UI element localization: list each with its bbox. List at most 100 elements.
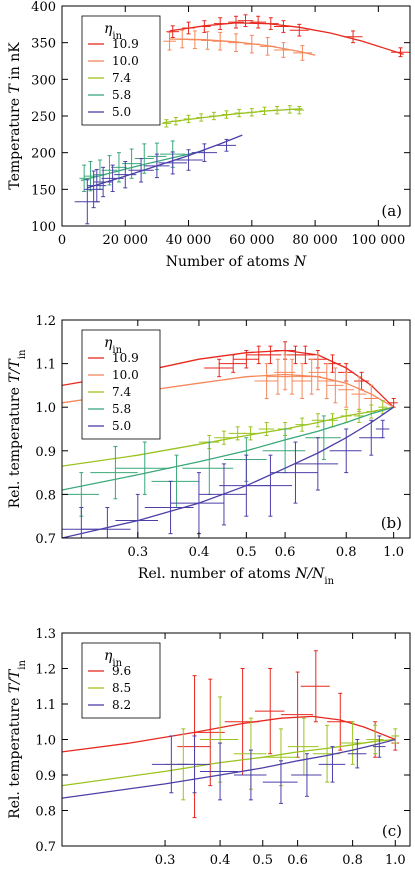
data-point xyxy=(285,105,295,114)
data-point xyxy=(294,105,305,115)
y-tick-label: 200 xyxy=(31,147,56,162)
data-point xyxy=(258,345,282,365)
data-point xyxy=(234,108,244,118)
data-point xyxy=(144,480,194,535)
data-point xyxy=(292,363,312,399)
data-point xyxy=(292,45,312,61)
data-point xyxy=(84,170,104,209)
data-point xyxy=(158,151,187,175)
data-point xyxy=(262,760,298,804)
fit-line-series-1 xyxy=(62,738,396,787)
y-tick-label: 1.0 xyxy=(35,734,56,749)
data-point xyxy=(134,143,154,174)
plot-data xyxy=(62,341,398,538)
x-tick-label: 1.0 xyxy=(383,545,404,560)
x-tick-label: 0.4 xyxy=(189,545,210,560)
data-point xyxy=(270,441,318,504)
x-tick-label: 40 000 xyxy=(166,233,212,248)
chart-panel-1: 0.3 0.4 0.5 0.6 0.8 1.0 0.7 0.8 0.9 1.0 1.1 1.2 Rel.… xyxy=(7,314,411,587)
data-point xyxy=(199,742,239,801)
y-axis-label-text: Rel. temperature xyxy=(7,693,23,819)
data-point xyxy=(343,30,363,44)
fit-line-series-0 xyxy=(62,715,396,753)
data-point xyxy=(291,753,322,797)
data-point xyxy=(115,493,159,538)
data-point xyxy=(347,739,367,769)
data-point xyxy=(188,30,202,50)
data-point xyxy=(212,31,229,51)
data-point xyxy=(191,143,218,162)
y-tick-label: 300 xyxy=(31,73,56,88)
data-point xyxy=(259,106,270,116)
legend-entry-label: 5.8 xyxy=(112,402,131,416)
data-point xyxy=(366,724,384,755)
data-point xyxy=(243,34,260,54)
legend-entry-label: 10.0 xyxy=(112,368,139,382)
data-point xyxy=(300,650,330,723)
legend-title-subscript: in xyxy=(112,658,122,669)
data-point xyxy=(228,15,244,29)
legend-box xyxy=(81,329,161,440)
data-point xyxy=(182,21,195,35)
data-point xyxy=(233,717,267,790)
y-tick-label: 0.7 xyxy=(35,532,56,547)
data-point xyxy=(340,721,365,765)
x-tick-label: 0.8 xyxy=(342,853,363,868)
data-point xyxy=(242,426,259,441)
y-tick-label: 1.1 xyxy=(35,358,56,373)
legend-title: ηin xyxy=(104,21,123,42)
fit-line-series-2 xyxy=(163,108,303,124)
y-axis-label-variable: T/T xyxy=(7,358,23,383)
y-tick-label: 350 xyxy=(31,37,56,52)
data-point xyxy=(280,671,313,758)
y-axis-label-subscript: in xyxy=(17,349,28,359)
data-point xyxy=(329,428,362,474)
legend-entry-label: 5.8 xyxy=(112,88,131,102)
x-tick-label: 60 000 xyxy=(229,233,275,248)
y-axis-label-text: Temperature xyxy=(7,94,23,190)
data-point xyxy=(262,17,279,30)
data-point xyxy=(366,404,376,419)
legend-entry-label: 10.0 xyxy=(112,54,139,68)
data-point xyxy=(259,37,276,56)
y-axis-label: Rel. temperature T/Tin xyxy=(7,349,28,508)
legend-entry-label: 8.2 xyxy=(112,698,131,712)
data-point xyxy=(391,47,410,58)
data-point xyxy=(233,749,267,801)
x-axis-label-text: Number of atoms xyxy=(166,254,294,270)
x-tick-label: 0.5 xyxy=(252,853,273,868)
data-point xyxy=(177,675,211,819)
data-point xyxy=(196,113,206,122)
legend-box xyxy=(81,15,161,126)
data-point xyxy=(223,437,267,482)
data-point xyxy=(221,110,232,119)
y-tick-label: 400 xyxy=(31,0,56,15)
data-point xyxy=(198,463,247,526)
legend-title-variable: η xyxy=(104,648,113,664)
x-tick-label: 0.6 xyxy=(287,853,308,868)
data-point xyxy=(340,408,352,423)
data-point xyxy=(115,441,171,495)
legend-title-subscript: in xyxy=(112,345,122,356)
y-axis-label-variable: T xyxy=(7,83,23,94)
data-point xyxy=(318,746,346,783)
data-point xyxy=(247,108,257,117)
legend-entry-label: 7.4 xyxy=(112,385,131,399)
data-point xyxy=(391,728,400,744)
data-point xyxy=(375,419,390,439)
data-point xyxy=(166,25,180,39)
legend-entry-label: 8.5 xyxy=(112,681,131,695)
y-axis-label: Rel. temperature T/Tin xyxy=(7,660,28,819)
x-tick-label: 1.0 xyxy=(385,853,406,868)
data-point xyxy=(163,31,176,51)
data-point xyxy=(101,164,124,193)
legend-title-variable: η xyxy=(104,335,113,351)
data-point xyxy=(305,415,341,461)
data-point xyxy=(250,15,267,29)
fit-line-series-4 xyxy=(87,134,243,189)
data-point xyxy=(317,363,336,399)
data-point xyxy=(254,668,285,755)
